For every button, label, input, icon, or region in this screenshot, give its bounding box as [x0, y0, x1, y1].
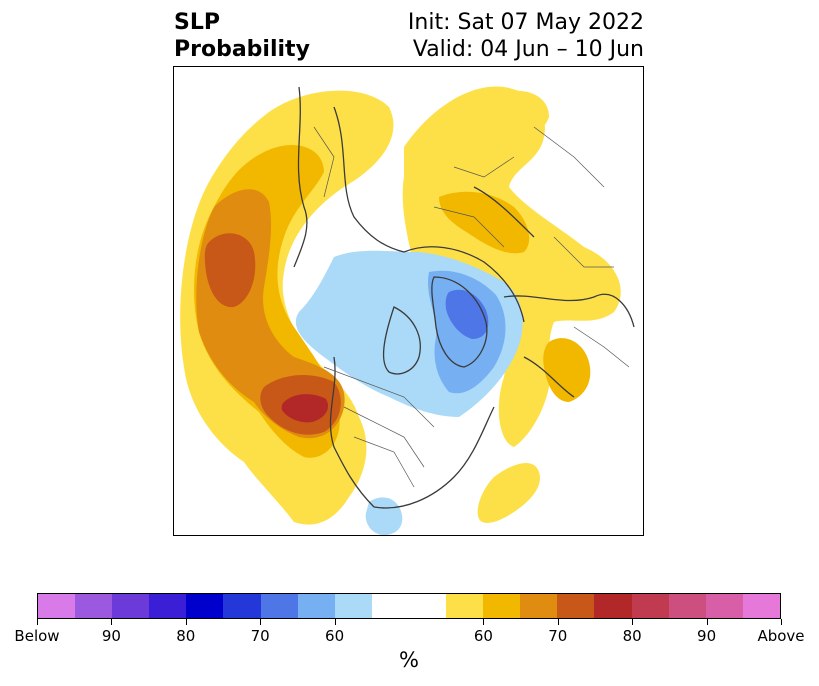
- valid-range: Valid: 04 Jun – 10 Jun: [412, 37, 644, 62]
- colorbar-segment: [594, 594, 632, 618]
- colorbar-segment: [371, 594, 409, 618]
- title-variable: SLP: [174, 10, 220, 35]
- colorbar-tick-label: 60: [473, 627, 493, 645]
- map-dates: Init: Sat 07 May 2022 Valid: 04 Jun – 10…: [408, 9, 644, 63]
- colorbar-tick: [557, 619, 559, 625]
- init-date: Init: Sat 07 May 2022: [407, 10, 644, 35]
- anomaly-above-60-atlantic: [477, 462, 540, 523]
- political-borders: [313, 126, 630, 488]
- colorbar-tick: [334, 619, 336, 625]
- colorbar-tick-label: 90: [101, 627, 121, 645]
- probability-map: [173, 66, 644, 536]
- anomaly-above-65-russia: [439, 191, 530, 254]
- colorbar-segment: [75, 594, 113, 618]
- colorbar-tick-label: 70: [548, 627, 568, 645]
- colorbar-segment: [705, 594, 743, 618]
- anomaly-below-60-us: [365, 497, 403, 535]
- colorbar-segment: [223, 594, 261, 618]
- colorbar-tick-label: 80: [176, 627, 196, 645]
- anomaly-above-60-asia: [502, 90, 549, 134]
- colorbar-segment: [408, 594, 447, 618]
- colorbar-segment: [112, 594, 150, 618]
- colorbar-segment: [38, 594, 76, 618]
- colorbar-segment: [334, 594, 372, 618]
- colorbar-tick: [632, 619, 634, 625]
- colorbar-tick-label: Below: [14, 627, 60, 645]
- colorbar-segment: [149, 594, 187, 618]
- anomaly-above-80-coast: [281, 394, 329, 423]
- colorbar-tick: [111, 619, 113, 625]
- colorbar-tick-label: 90: [697, 627, 717, 645]
- coastlines: [293, 86, 635, 509]
- colorbar-segment: [668, 594, 706, 618]
- colorbar-tick-label: 60: [325, 627, 345, 645]
- colorbar-segment: [483, 594, 521, 618]
- colorbar-tick: [260, 619, 262, 625]
- colorbar-tick-label: 80: [622, 627, 642, 645]
- colorbar-tick: [781, 619, 782, 625]
- colorbar-segment: [520, 594, 558, 618]
- colorbar-segment: [260, 594, 298, 618]
- colorbar-segment: [557, 594, 595, 618]
- colorbar-unit-label: %: [399, 648, 419, 672]
- polar-map-svg: [180, 86, 635, 535]
- colorbar-segment: [742, 594, 780, 618]
- colorbar-tick: [185, 619, 187, 625]
- anomaly-above-75-pacific: [204, 233, 256, 308]
- title-metric: Probability: [174, 37, 310, 62]
- colorbar-tick: [483, 619, 485, 625]
- anomaly-above-60-europe: [402, 86, 621, 447]
- colorbar-segment: [446, 594, 484, 618]
- colorbar-segment: [297, 594, 335, 618]
- colorbar: [37, 593, 781, 619]
- colorbar-segment: [186, 594, 224, 618]
- colorbar-tick-label: 70: [250, 627, 270, 645]
- colorbar-tick: [37, 619, 38, 625]
- anomaly-above-65-asia: [543, 338, 591, 402]
- colorbar-tick-label: Above: [757, 627, 805, 645]
- colorbar-tick: [706, 619, 708, 625]
- map-title: SLP Probability: [174, 9, 310, 63]
- colorbar-segment: [631, 594, 669, 618]
